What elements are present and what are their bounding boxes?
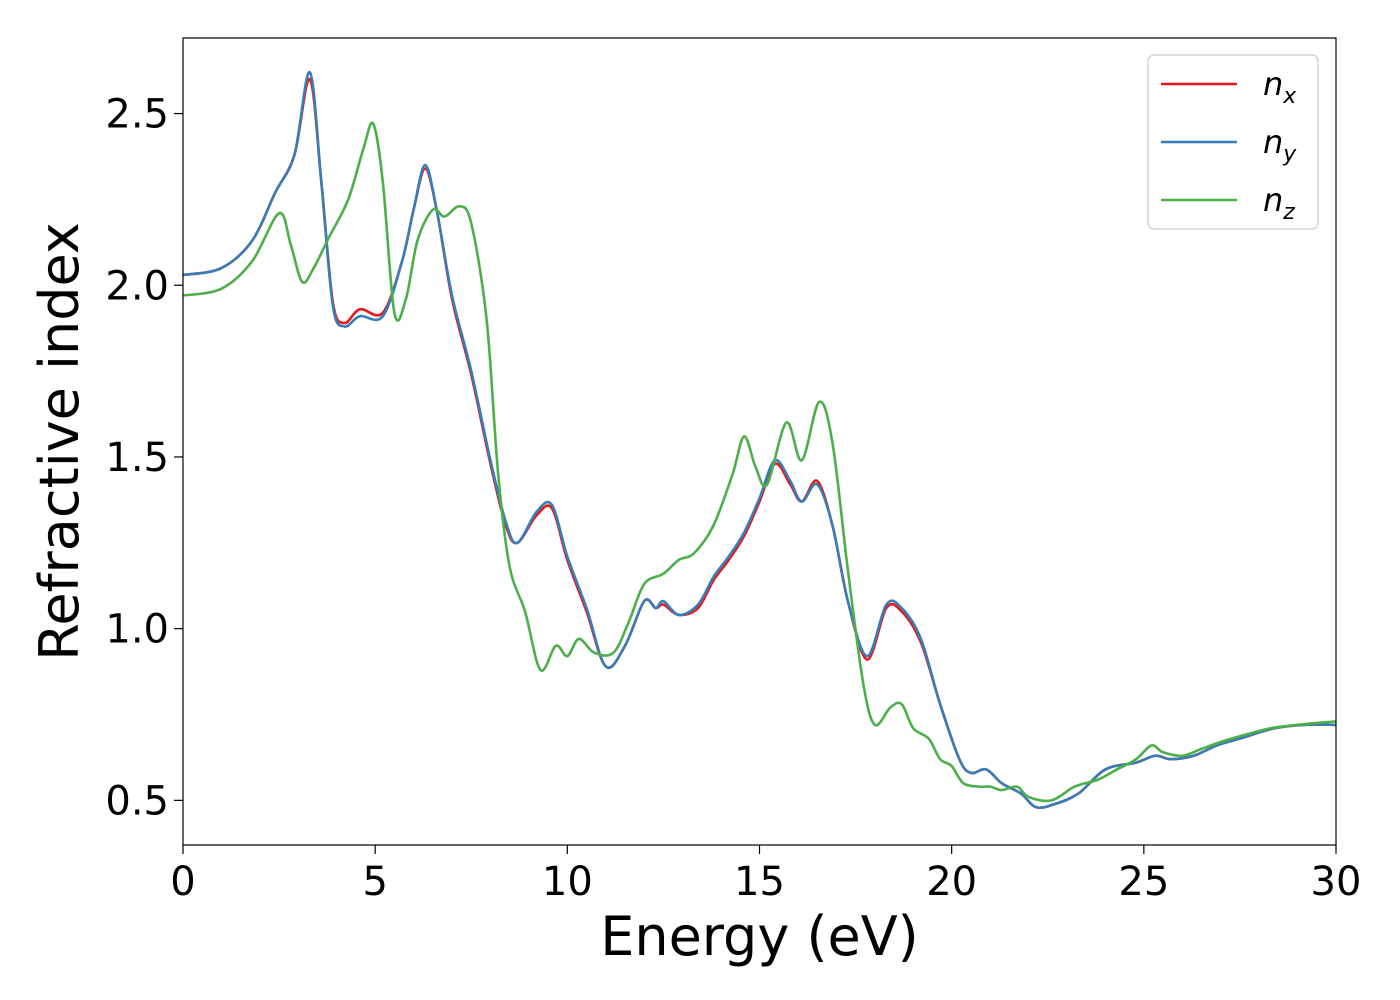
series-line-nz bbox=[183, 121, 1336, 803]
x-tick-label: 30 bbox=[1311, 859, 1362, 905]
plot-area bbox=[183, 38, 1336, 845]
x-tick-label: 20 bbox=[926, 859, 977, 905]
x-tick-label: 10 bbox=[542, 859, 593, 905]
legend-label-ny: ny bbox=[1263, 123, 1297, 167]
x-tick-label: 0 bbox=[170, 859, 195, 905]
x-tick-label: 25 bbox=[1118, 859, 1169, 905]
legend-label-nz: nz bbox=[1263, 181, 1295, 225]
y-tick-label: 0.5 bbox=[105, 778, 169, 824]
y-tick-label: 1.0 bbox=[105, 607, 169, 653]
y-tick-label: 2.0 bbox=[105, 263, 169, 309]
y-tick-label: 1.5 bbox=[105, 435, 169, 481]
x-tick-label: 15 bbox=[734, 859, 785, 905]
x-tick-label: 5 bbox=[362, 859, 387, 905]
series-layer bbox=[183, 71, 1336, 810]
legend: nx ny nz bbox=[1147, 54, 1319, 230]
x-axis-title: Energy (eV) bbox=[600, 905, 919, 968]
x-axis-ticks: 0 5 10 15 20 25 30 bbox=[170, 845, 1361, 905]
y-tick-label: 2.5 bbox=[105, 92, 169, 138]
legend-label-nx: nx bbox=[1263, 65, 1297, 109]
y-axis-title: Refractive index bbox=[28, 222, 91, 661]
y-axis-ticks: 0.5 1.0 1.5 2.0 2.5 bbox=[105, 92, 183, 824]
series-line-ny bbox=[183, 71, 1336, 810]
